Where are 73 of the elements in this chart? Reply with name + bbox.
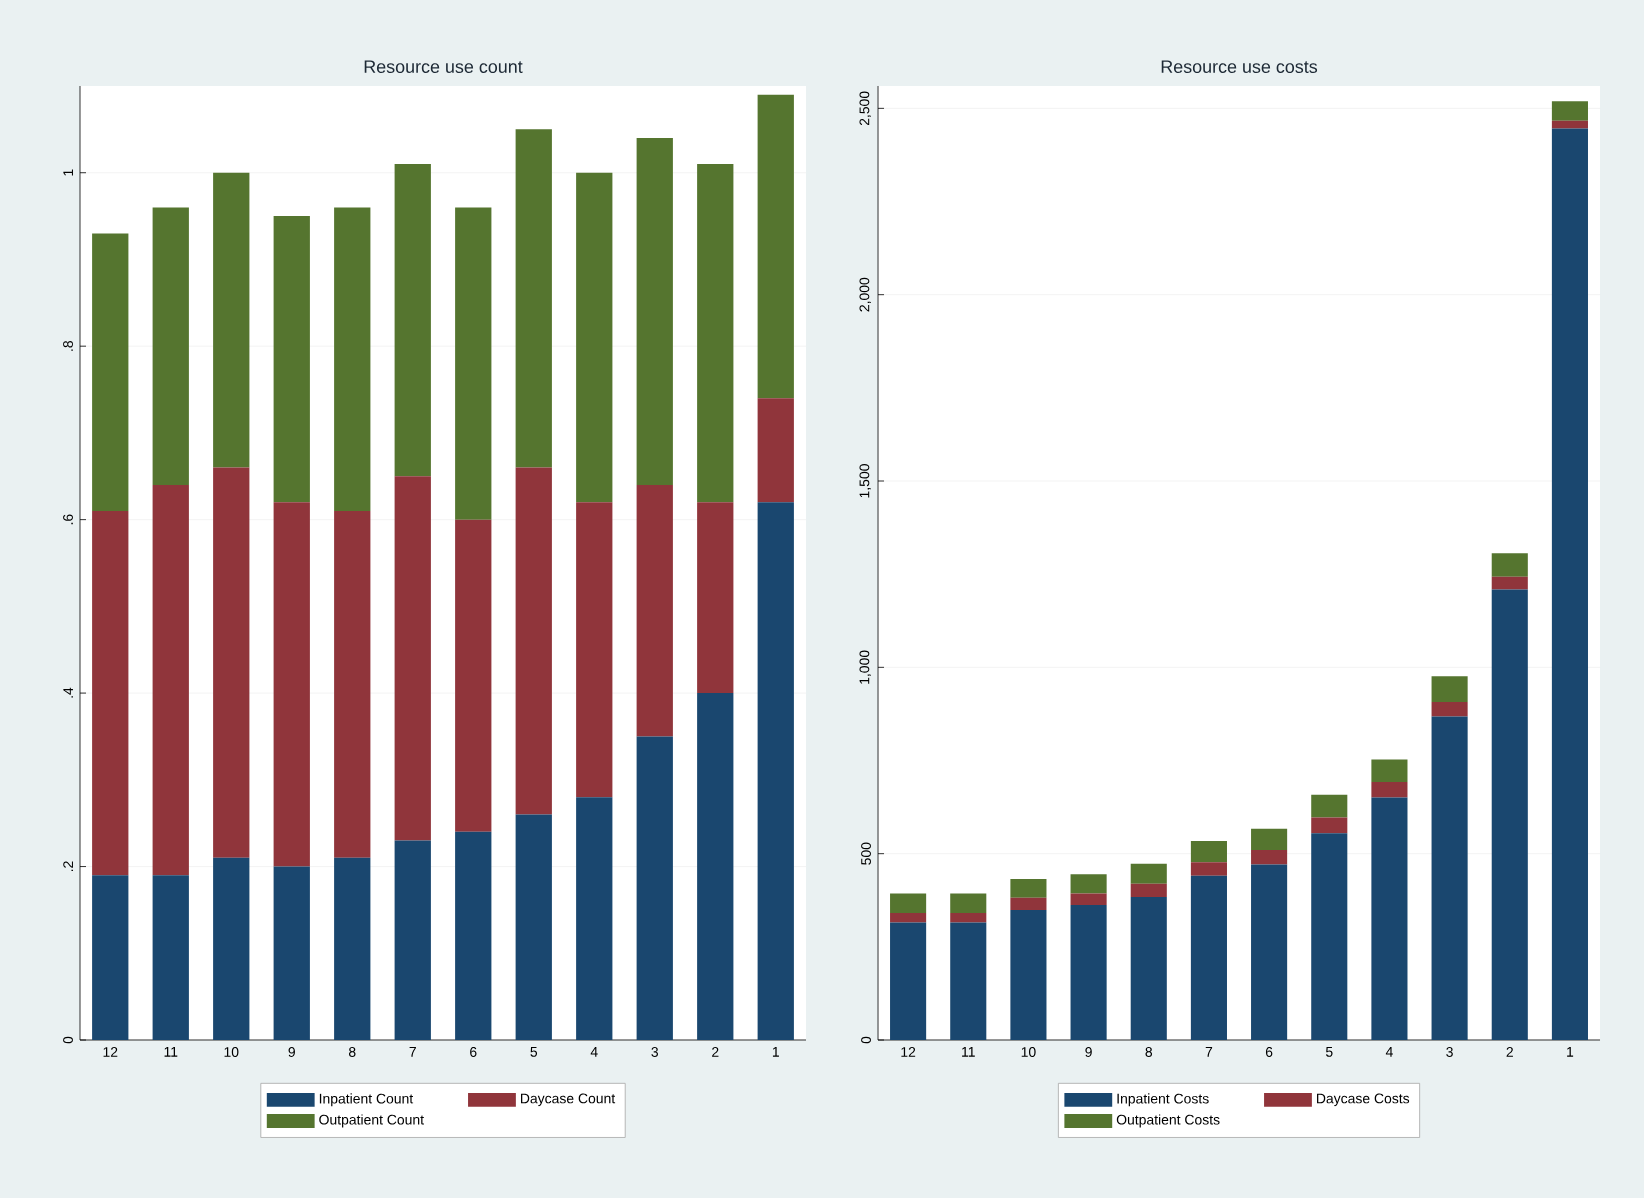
bar — [394, 840, 431, 1040]
bar — [1251, 864, 1288, 1040]
bar — [757, 398, 794, 503]
bar — [334, 207, 371, 511]
bar — [213, 857, 250, 1040]
bar — [950, 922, 987, 1040]
bar — [1130, 883, 1167, 897]
bar — [1431, 676, 1468, 702]
bar — [576, 502, 613, 798]
bar — [273, 502, 310, 867]
bar — [950, 893, 987, 913]
bar — [152, 207, 189, 485]
bar — [576, 797, 613, 1040]
bar — [1551, 128, 1588, 1040]
bar — [455, 519, 492, 832]
bar — [394, 164, 431, 477]
bar — [1491, 576, 1528, 590]
bar — [213, 467, 250, 858]
bar — [455, 831, 492, 1040]
bar — [1251, 828, 1288, 850]
bar — [152, 875, 189, 1040]
bar — [697, 164, 734, 503]
bar — [1311, 817, 1348, 834]
bar — [1190, 841, 1227, 863]
bar — [1130, 896, 1167, 1040]
bar — [697, 693, 734, 1040]
bar — [636, 736, 673, 1040]
bar — [92, 233, 129, 511]
bar — [1371, 797, 1408, 1040]
bar — [515, 129, 552, 468]
bar — [1070, 893, 1107, 906]
bar — [515, 814, 552, 1040]
bar — [1190, 862, 1227, 876]
bar — [1010, 909, 1047, 1040]
bar — [394, 476, 431, 841]
bar — [1251, 849, 1288, 865]
bar — [1010, 879, 1047, 898]
bar — [515, 467, 552, 815]
bar — [890, 922, 927, 1040]
bar — [757, 502, 794, 1040]
bar — [1311, 794, 1348, 818]
bar — [273, 866, 310, 1040]
bar — [334, 857, 371, 1040]
bar — [1491, 589, 1528, 1040]
bar — [1010, 897, 1047, 910]
bar — [1190, 875, 1227, 1040]
bar — [213, 172, 250, 468]
bar — [1551, 101, 1588, 121]
bar — [273, 216, 310, 503]
bar — [950, 912, 987, 923]
bar — [890, 912, 927, 923]
bar — [1491, 553, 1528, 577]
bar — [1431, 716, 1468, 1040]
bar — [455, 207, 492, 520]
bar — [152, 484, 189, 876]
bar — [334, 510, 371, 858]
bar — [1070, 874, 1107, 894]
bar — [697, 502, 734, 694]
bar — [1371, 782, 1408, 798]
bar — [1070, 905, 1107, 1040]
chart-title: Resource use count — [364, 60, 523, 74]
bar — [1431, 702, 1468, 717]
bar — [757, 94, 794, 399]
bar — [1311, 833, 1348, 1040]
bar — [636, 484, 673, 737]
chart-title: Resource use costs — [1161, 60, 1318, 74]
bar — [92, 875, 129, 1040]
bar — [890, 893, 927, 913]
bar — [1371, 759, 1408, 783]
bar — [1130, 863, 1167, 884]
bar — [576, 172, 613, 503]
bar — [92, 510, 129, 876]
bar — [636, 138, 673, 485]
